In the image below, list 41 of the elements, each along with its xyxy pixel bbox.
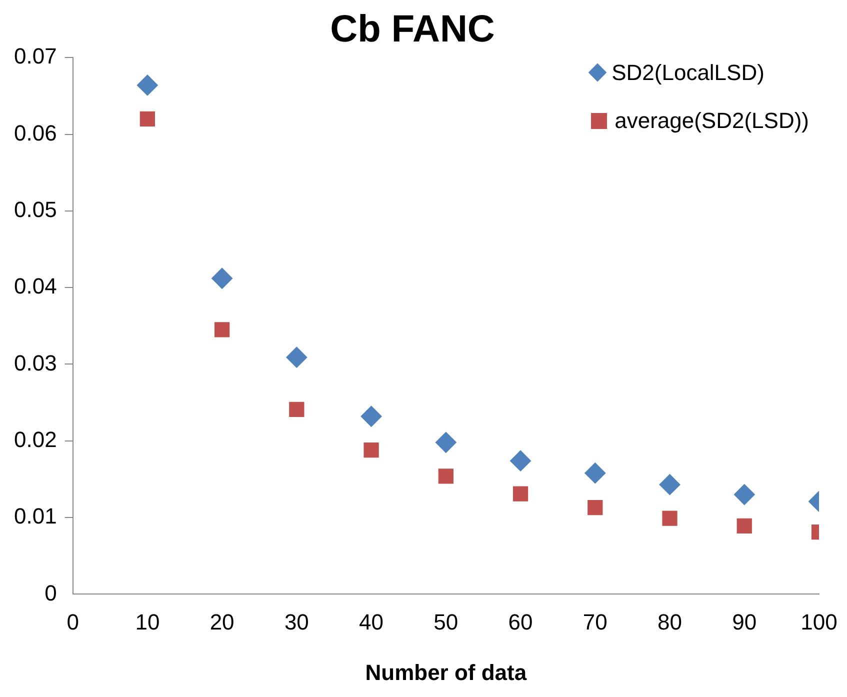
legend-label: average(SD2(LSD)): [614, 108, 809, 134]
point: [734, 484, 755, 506]
x-tick-label: 60: [508, 609, 533, 634]
x-tick-label: 10: [135, 609, 160, 634]
point: [659, 474, 680, 496]
x-tick-label: 100: [800, 609, 838, 634]
point: [736, 518, 752, 534]
y-tick-label: 0.02: [14, 426, 57, 452]
y-tick-label: 0.03: [14, 350, 57, 376]
point: [512, 486, 528, 502]
x-tick-label: 70: [582, 609, 608, 634]
point: [364, 442, 379, 458]
y-tick-label: 0: [44, 580, 57, 606]
x-tick-label: 0: [66, 609, 79, 634]
x-tick-label: 30: [284, 609, 309, 634]
x-tick-label: 90: [732, 609, 757, 634]
x-axis-title: Number of data: [365, 660, 528, 685]
y-tick-label: 0.04: [14, 274, 57, 299]
point: [212, 268, 233, 289]
y-tick-label: 0.07: [14, 44, 57, 69]
y-tick-label: 0.01: [14, 504, 57, 529]
point: [584, 462, 606, 484]
point: [588, 500, 603, 516]
y-tick-label: 0.06: [14, 120, 57, 146]
point: [438, 468, 454, 484]
point: [286, 346, 308, 368]
point: [360, 406, 382, 427]
x-tick-label: 80: [658, 609, 682, 634]
point: [662, 510, 678, 526]
point: [289, 402, 304, 418]
point: [214, 322, 230, 338]
point: [136, 74, 158, 96]
x-tick-label: 40: [359, 609, 384, 634]
chart-title: Cb FANC: [330, 8, 495, 50]
x-tick-label: 50: [434, 609, 458, 634]
point: [435, 432, 456, 453]
point: [510, 450, 532, 472]
point: [140, 111, 156, 126]
legend-label: SD2(LocalLSD): [612, 60, 764, 86]
x-tick-label: 20: [210, 609, 234, 634]
y-tick-label: 0.05: [14, 196, 57, 222]
